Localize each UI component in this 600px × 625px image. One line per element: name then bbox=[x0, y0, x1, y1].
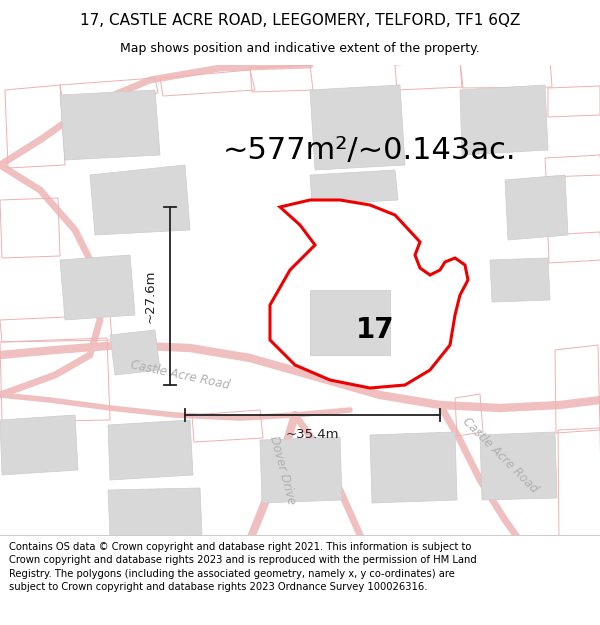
Text: 17, CASTLE ACRE ROAD, LEEGOMERY, TELFORD, TF1 6QZ: 17, CASTLE ACRE ROAD, LEEGOMERY, TELFORD… bbox=[80, 13, 520, 28]
Polygon shape bbox=[110, 330, 160, 375]
Polygon shape bbox=[108, 420, 193, 480]
Polygon shape bbox=[0, 415, 78, 475]
Polygon shape bbox=[490, 258, 550, 302]
Polygon shape bbox=[460, 85, 548, 155]
Text: Contains OS data © Crown copyright and database right 2021. This information is : Contains OS data © Crown copyright and d… bbox=[9, 542, 477, 592]
Text: 17: 17 bbox=[356, 316, 394, 344]
Text: Map shows position and indicative extent of the property.: Map shows position and indicative extent… bbox=[120, 42, 480, 55]
Polygon shape bbox=[370, 432, 457, 503]
Text: Castle Acre Road: Castle Acre Road bbox=[460, 415, 541, 495]
Polygon shape bbox=[310, 170, 398, 205]
Text: Dover Drive: Dover Drive bbox=[268, 434, 298, 506]
Polygon shape bbox=[505, 175, 568, 240]
Text: ~35.4m: ~35.4m bbox=[286, 429, 339, 441]
Polygon shape bbox=[60, 255, 135, 320]
Polygon shape bbox=[260, 437, 342, 503]
Polygon shape bbox=[270, 200, 468, 388]
Polygon shape bbox=[60, 90, 160, 160]
Text: ~577m²/~0.143ac.: ~577m²/~0.143ac. bbox=[223, 136, 517, 164]
Polygon shape bbox=[90, 165, 190, 235]
Text: ~27.6m: ~27.6m bbox=[143, 269, 157, 322]
Polygon shape bbox=[480, 432, 557, 500]
Polygon shape bbox=[108, 488, 202, 537]
Text: Castle Acre Road: Castle Acre Road bbox=[129, 358, 231, 392]
Polygon shape bbox=[310, 85, 405, 170]
Polygon shape bbox=[310, 290, 390, 355]
